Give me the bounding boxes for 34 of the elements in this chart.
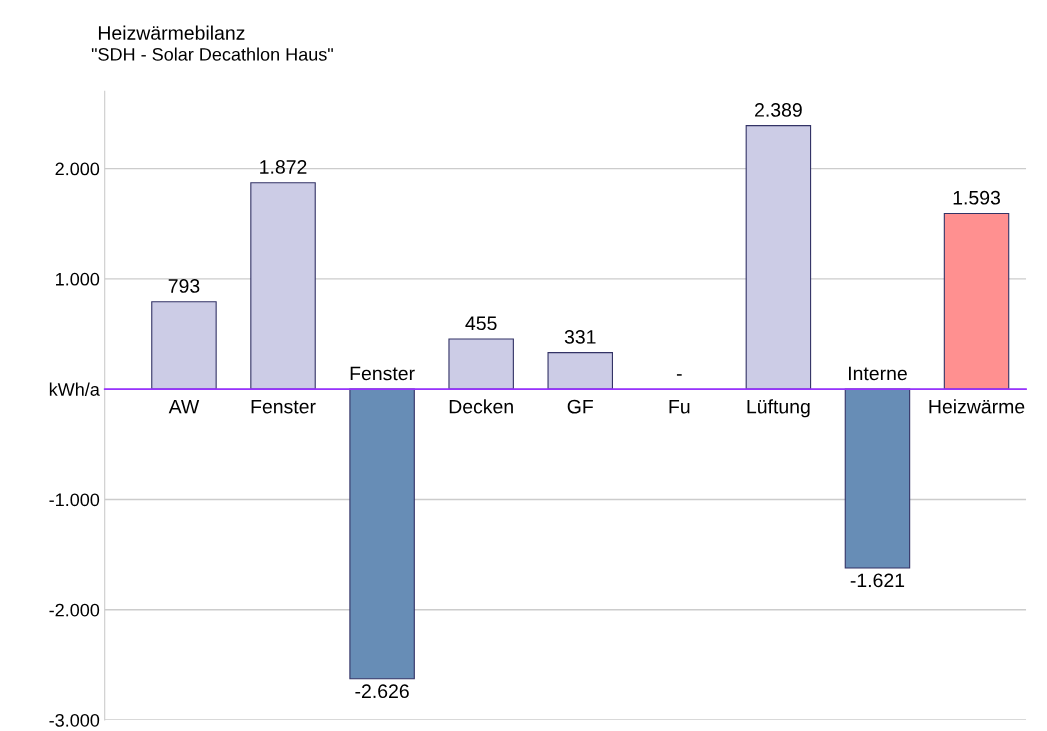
bar	[250, 182, 316, 390]
data-label: -2.626	[355, 684, 409, 699]
data-label: -1.621	[850, 573, 905, 588]
bar	[745, 125, 812, 390]
data-label: 2.389	[755, 103, 802, 117]
data-label: 1.872	[260, 160, 307, 174]
y-tick-label: -2.000	[49, 603, 100, 617]
data-label: 331	[564, 330, 596, 344]
bar	[547, 352, 613, 390]
bar	[943, 212, 1010, 390]
y-tick-label: 2.000	[55, 162, 100, 176]
data-label: 455	[465, 316, 497, 331]
bar	[448, 338, 514, 390]
y-tick-label: 1.000	[56, 272, 100, 286]
x-tick-label: Interne	[848, 366, 907, 381]
x-tick-label: Lüftung	[747, 399, 810, 418]
x-tick-label: Heizwärme	[929, 399, 1025, 414]
x-tick-label: AW	[168, 399, 200, 414]
bar	[844, 388, 911, 569]
bar	[349, 388, 415, 680]
x-tick-label: Decken	[449, 399, 513, 414]
x-tick-label: GF	[567, 399, 593, 414]
chart-title: Heizwärmebilanz	[98, 25, 245, 40]
y-tick-label: -3.000	[49, 713, 100, 727]
bar	[151, 301, 217, 390]
data-label: -	[676, 374, 682, 376]
x-tick-label: Fenster	[350, 366, 415, 381]
x-tick-label: Fenster	[251, 399, 316, 414]
chart-subtitle: "SDH - Solar Decathlon Haus"	[91, 47, 333, 61]
y-tick-label: kWh/a	[49, 382, 100, 396]
data-label: 793	[168, 279, 200, 293]
data-label: 1.593	[953, 190, 1000, 205]
y-tick-label: -1.000	[49, 493, 100, 507]
x-tick-label: Fu	[669, 399, 690, 414]
